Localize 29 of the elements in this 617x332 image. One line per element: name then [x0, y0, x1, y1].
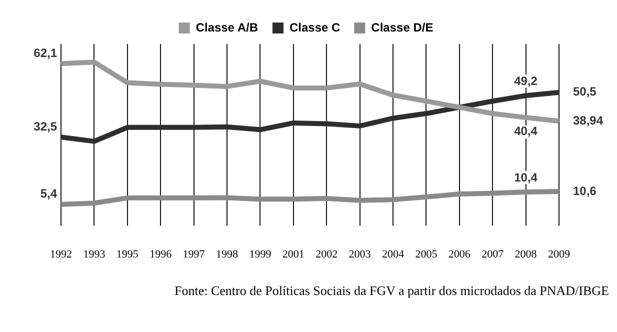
x-tick-label: 2009	[548, 248, 570, 260]
x-tick-label: 1996	[150, 248, 172, 260]
x-tick-label: 1998	[216, 248, 238, 260]
data-label: 5,4	[40, 186, 58, 201]
x-tick-label: 2006	[448, 248, 471, 260]
legend-label: Classe D/E	[371, 20, 434, 34]
x-tick-label: 1999	[249, 248, 272, 260]
legend-label: Classe A/B	[196, 20, 258, 34]
x-tick-label: 1992	[50, 248, 72, 260]
x-tick-label: 2008	[514, 248, 538, 260]
data-label: 32,5	[34, 119, 58, 134]
x-tick-label: 2007	[482, 248, 504, 260]
data-label: 10,4	[514, 170, 538, 184]
data-label: 10,6	[573, 184, 597, 198]
x-tick-label: 2002	[316, 248, 338, 260]
x-tick-label: 2001	[282, 248, 304, 260]
data-label: 40,4	[514, 124, 538, 138]
data-label: 49,2	[514, 74, 538, 88]
x-tick-label: 1995	[116, 248, 139, 260]
data-label: 38,94	[573, 113, 604, 128]
data-label: 50,5	[573, 84, 597, 99]
x-tick-label: 2005	[415, 248, 438, 260]
data-label: 62,1	[34, 46, 58, 60]
x-tick-label: 2003	[348, 248, 372, 260]
source-note: Fonte: Centro de Políticas Sociais da FGV a partir dos microdados da PNAD/IBGE	[174, 283, 609, 299]
x-tick-label: 2004	[382, 248, 404, 260]
x-tick-label: 1997	[182, 248, 206, 260]
x-tick-label: 1993	[83, 248, 106, 260]
legend-label: Classe C	[289, 20, 341, 34]
